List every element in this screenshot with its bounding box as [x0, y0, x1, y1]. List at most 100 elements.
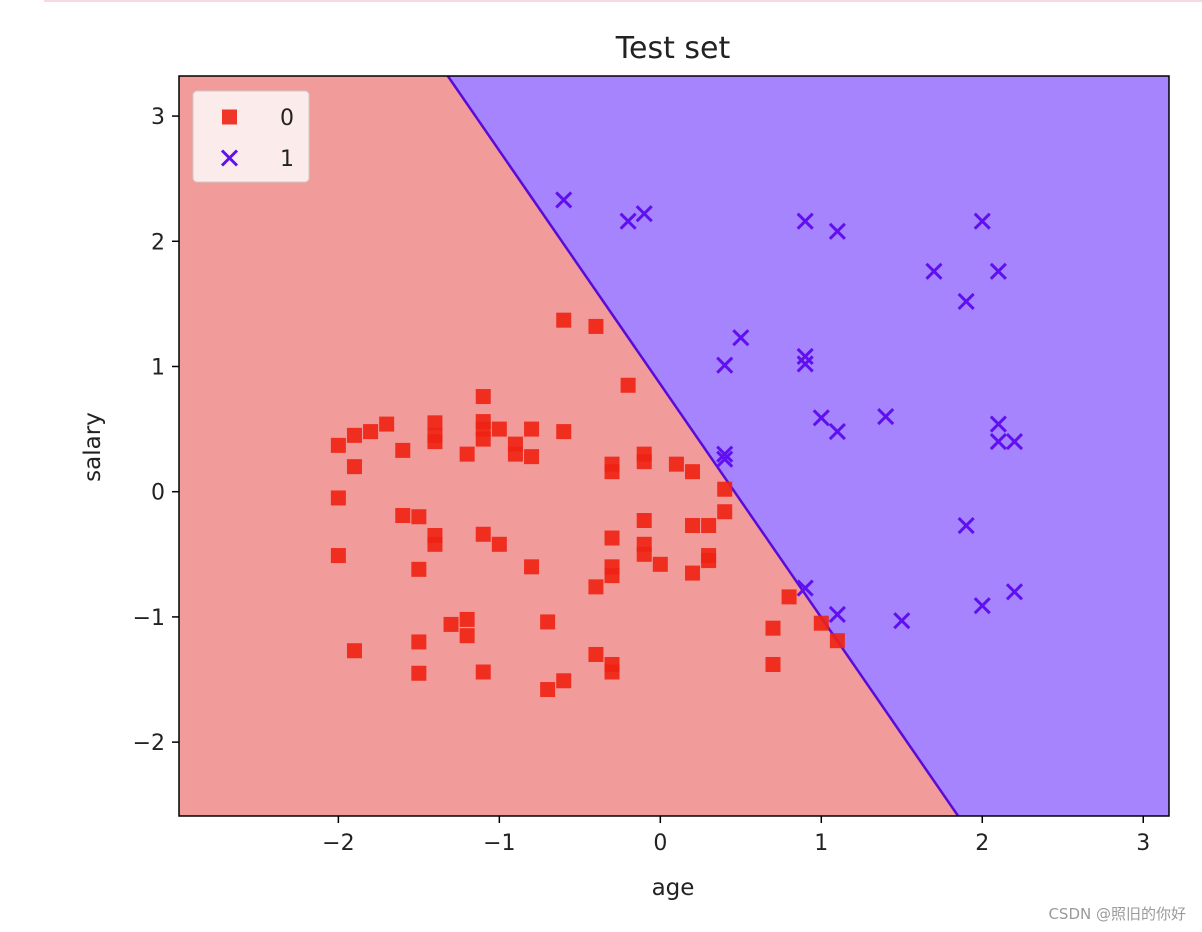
- class-0-point: [556, 312, 572, 328]
- class-0-point: [717, 481, 733, 497]
- class-0-point: [524, 421, 540, 437]
- class-0-point: [524, 449, 540, 465]
- y-tick-label: 1: [151, 355, 165, 380]
- class-1-point: [635, 205, 653, 223]
- class-0-point: [395, 507, 411, 523]
- class-1-point: [957, 292, 975, 310]
- class-0-point: [524, 559, 540, 575]
- class-0-point: [685, 464, 701, 480]
- y-tick-label: 3: [151, 105, 165, 130]
- class-0-point: [604, 530, 620, 546]
- class-1-point: [796, 355, 814, 373]
- class-1-point: [619, 212, 637, 230]
- class-0-point: [540, 682, 556, 698]
- class-0-point: [330, 437, 346, 453]
- class-1-point: [828, 423, 846, 441]
- class-1-point: [877, 408, 895, 426]
- class-0-point: [620, 377, 636, 393]
- class-0-point: [427, 415, 443, 431]
- x-tick-label: −2: [322, 831, 354, 856]
- class-1-point: [716, 450, 734, 468]
- x-tick-label: 0: [653, 831, 667, 856]
- class-1-region: [447, 76, 1169, 816]
- y-axis-label: salary: [80, 412, 106, 482]
- class-1-point: [925, 262, 943, 280]
- plot-frame: [178, 75, 1170, 817]
- class-0-point: [443, 616, 459, 632]
- class-0-point: [411, 634, 427, 650]
- legend-label-1: 1: [280, 147, 294, 172]
- class-0-point: [475, 431, 491, 447]
- class-1-point: [796, 347, 814, 366]
- class-0-point: [717, 504, 733, 520]
- class-0-point: [411, 509, 427, 525]
- class-0-point: [346, 643, 362, 659]
- class-1-point: [716, 445, 734, 463]
- class-1-point: [555, 191, 573, 209]
- class-0-point: [411, 665, 427, 681]
- class-0-point: [459, 446, 475, 462]
- legend-label-0: 0: [280, 106, 294, 131]
- y-tick-label: 0: [151, 481, 165, 506]
- decision-boundary: [446, 76, 960, 816]
- class-0-point: [588, 318, 604, 334]
- class-1-point: [828, 605, 846, 623]
- class-1-point: [732, 329, 750, 347]
- class-1-point: [1005, 583, 1024, 601]
- class-0-point: [459, 611, 475, 627]
- x-tick-label: 1: [814, 831, 828, 856]
- class-1-point: [828, 222, 846, 240]
- class-1-point: [957, 516, 975, 535]
- y-tick-label: −1: [133, 606, 165, 631]
- class-0-point: [475, 526, 491, 542]
- class-0-point: [330, 548, 346, 564]
- class-0-point: [668, 456, 684, 472]
- class-0-point: [363, 424, 379, 440]
- class-0-point: [636, 454, 652, 470]
- class-0-point: [411, 561, 427, 577]
- class-0-point: [507, 446, 523, 462]
- x-tick-label: 2: [975, 831, 989, 856]
- class-1-point: [989, 433, 1007, 451]
- class-0-point: [765, 620, 781, 636]
- class-0-point: [829, 633, 845, 649]
- class-0-point: [781, 589, 797, 605]
- class-0-point: [765, 656, 781, 672]
- watermark: CSDN @照旧的你好: [1048, 905, 1186, 923]
- legend-marker-1: [220, 149, 239, 167]
- class-1-point: [796, 212, 814, 230]
- legend-marker-0: [222, 109, 237, 125]
- class-0-point: [556, 424, 572, 440]
- class-1-point: [716, 356, 734, 374]
- class-0-point: [588, 646, 604, 662]
- class-1-point: [973, 212, 991, 230]
- class-0-point: [636, 513, 652, 529]
- class-0-point: [813, 615, 829, 631]
- class-1-point: [1005, 433, 1024, 451]
- class-0-point: [604, 464, 620, 480]
- class-0-point: [556, 673, 572, 689]
- class-0-point: [379, 416, 395, 432]
- legend: 01: [192, 90, 310, 183]
- class-0-point: [459, 628, 475, 644]
- class-0-point: [685, 565, 701, 581]
- class-1-point: [989, 262, 1007, 280]
- y-tick-label: 2: [151, 230, 165, 255]
- class-0-point: [395, 442, 411, 458]
- class-0-point: [604, 664, 620, 680]
- class-0-point: [427, 536, 443, 552]
- class-0-point: [491, 421, 507, 437]
- class-1-point: [893, 612, 911, 630]
- class-0-point: [491, 536, 507, 552]
- class-0-point: [701, 553, 717, 569]
- class-0-point: [540, 614, 556, 630]
- class-1-point: [796, 579, 814, 597]
- class-0-point: [330, 490, 346, 506]
- class-1-point: [812, 409, 830, 427]
- class-0-point: [475, 664, 491, 680]
- top-divider: [44, 0, 1202, 2]
- class-0-point: [685, 518, 701, 534]
- class-1-point: [989, 415, 1007, 433]
- class-0-point: [475, 389, 491, 405]
